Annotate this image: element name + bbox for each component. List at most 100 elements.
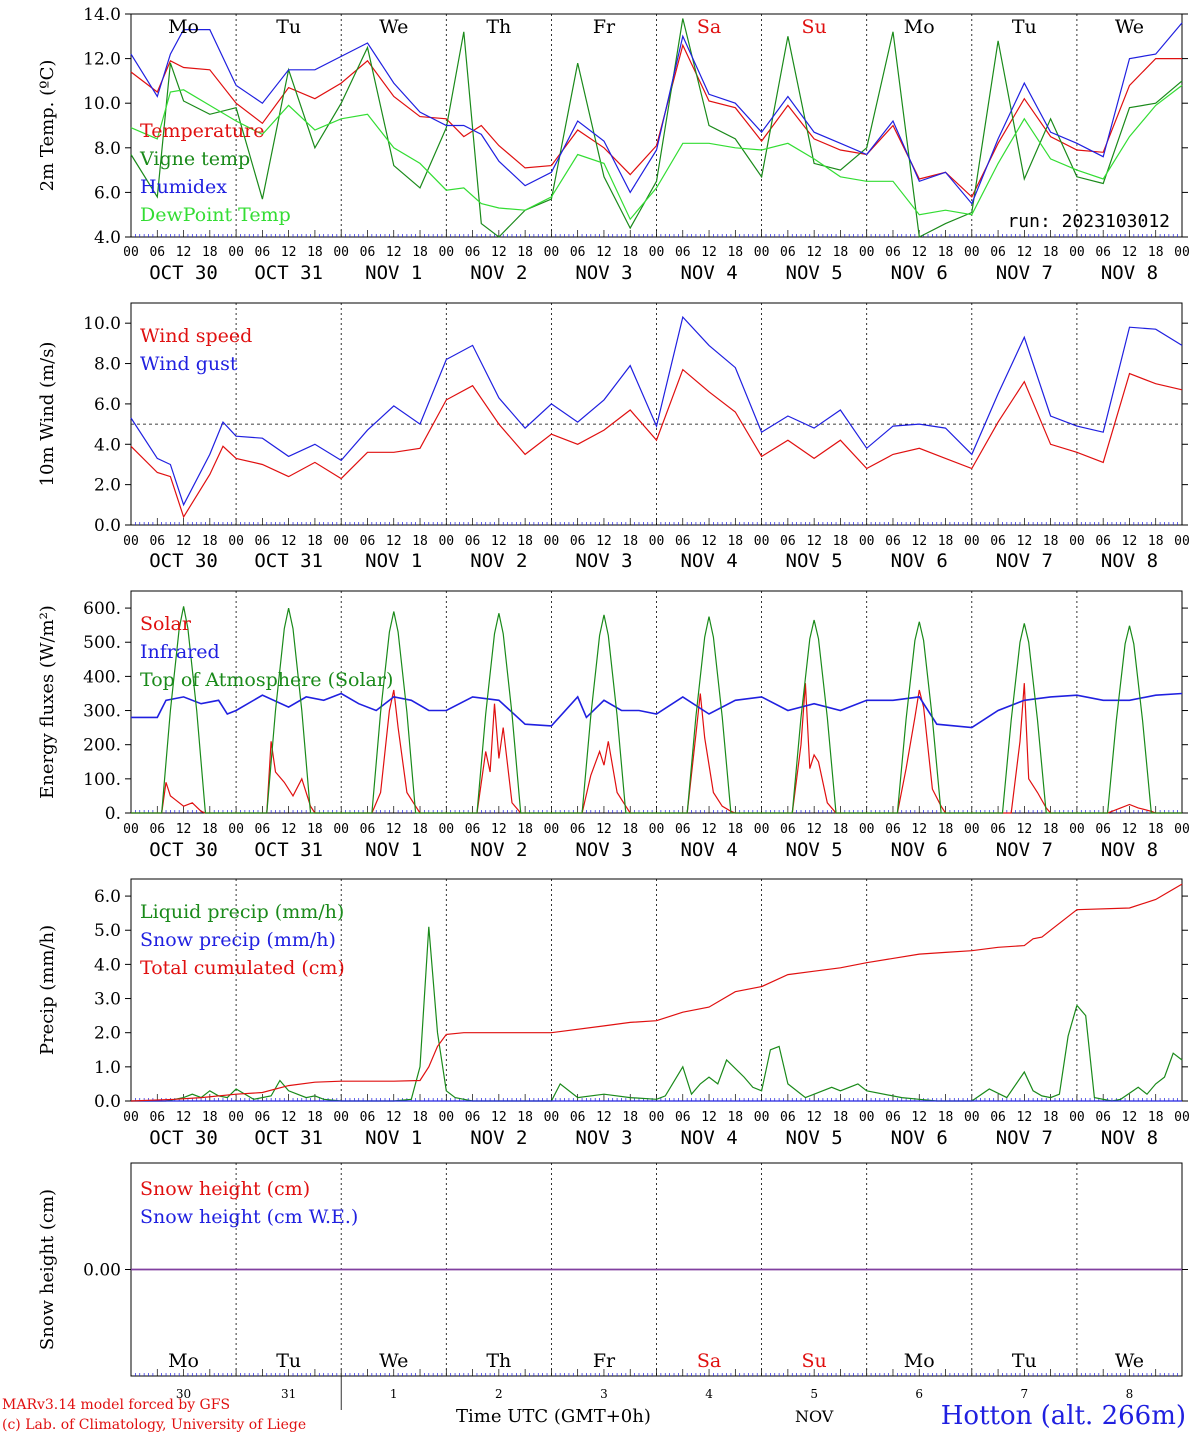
hour-tick-label: 00 — [1174, 1110, 1190, 1125]
y-tick-label: 14.0 — [83, 5, 121, 25]
hour-tick-label: 06 — [255, 1110, 271, 1125]
hour-tick-label: 18 — [938, 245, 954, 260]
hour-tick-label: 18 — [1148, 822, 1164, 837]
hour-tick-label: 12 — [806, 534, 822, 549]
model-credit: MARv3.14 model forced by GFS — [2, 1397, 231, 1413]
hour-tick-label: 18 — [833, 245, 849, 260]
hour-tick-label: 18 — [202, 822, 218, 837]
day-number-label: 8 — [1126, 1387, 1134, 1401]
legend-entry: DewPoint Temp — [140, 204, 291, 226]
date-label: NOV 1 — [365, 839, 422, 861]
hour-tick-label: 18 — [202, 245, 218, 260]
hour-tick-label: 12 — [1017, 822, 1033, 837]
hour-tick-label: 00 — [333, 1110, 349, 1125]
date-label: NOV 8 — [1101, 262, 1158, 284]
hour-tick-label: 06 — [570, 1110, 586, 1125]
hour-tick-label: 18 — [1043, 534, 1059, 549]
weekday-label: Mo — [168, 16, 199, 38]
hour-tick-label: 18 — [412, 245, 428, 260]
y-tick-label: 4.0 — [94, 228, 121, 248]
hour-tick-label: 12 — [806, 245, 822, 260]
date-label: NOV 8 — [1101, 1127, 1158, 1149]
panel-3 — [125, 590, 1188, 814]
y-axis-label: Precip (mm/h) — [37, 925, 58, 1055]
day-number-label: 3 — [600, 1387, 608, 1401]
date-label: NOV 1 — [365, 1127, 422, 1149]
y-tick-label: 10.0 — [83, 94, 121, 114]
date-label: NOV 5 — [786, 1127, 843, 1149]
weekday-label: We — [1115, 1350, 1144, 1372]
hour-tick-label: 12 — [911, 822, 927, 837]
hour-tick-label: 06 — [675, 534, 691, 549]
hour-tick-label: 00 — [228, 534, 244, 549]
hour-tick-label: 18 — [202, 1110, 218, 1125]
hour-tick-label: 00 — [333, 534, 349, 549]
weekday-label: We — [379, 16, 408, 38]
date-label: NOV 5 — [786, 550, 843, 572]
hour-tick-label: 06 — [465, 534, 481, 549]
series-line-wind-gust — [130, 315, 1183, 507]
date-label: NOV 7 — [996, 550, 1053, 572]
hour-tick-label: 12 — [176, 245, 192, 260]
hour-tick-label: 00 — [123, 245, 139, 260]
date-label: OCT 30 — [149, 262, 218, 284]
hour-tick-label: 12 — [491, 534, 507, 549]
hour-tick-label: 00 — [1174, 822, 1190, 837]
hour-tick-label: 12 — [1122, 534, 1138, 549]
y-axis-label: 2m Temp. (ºC) — [37, 60, 58, 192]
hour-tick-label: 12 — [386, 245, 402, 260]
date-label: NOV 4 — [680, 262, 737, 284]
weekday-label: Th — [486, 1350, 511, 1372]
legend-entry: Infrared — [140, 641, 220, 663]
hour-tick-label: 18 — [622, 534, 638, 549]
hour-tick-label: 00 — [964, 1110, 980, 1125]
hour-tick-label: 06 — [255, 534, 271, 549]
legend-entry: Snow precip (mm/h) — [140, 929, 336, 951]
day-number-label: 7 — [1021, 1387, 1029, 1401]
hour-tick-label: 00 — [964, 822, 980, 837]
hour-tick-label: 18 — [833, 822, 849, 837]
hour-tick-label: 12 — [806, 822, 822, 837]
hour-tick-label: 12 — [911, 245, 927, 260]
series-line-dewpoint-temp — [130, 84, 1183, 221]
legend-entry: Liquid precip (mm/h) — [140, 901, 344, 923]
series-line-liquid-precip-mm-h — [131, 926, 1183, 1102]
hour-tick-label: 00 — [1069, 534, 1085, 549]
y-tick-label: 5.0 — [94, 921, 121, 941]
hour-tick-label: 00 — [754, 822, 770, 837]
hour-tick-label: 12 — [701, 822, 717, 837]
date-label: NOV 5 — [786, 839, 843, 861]
hour-tick-label: 06 — [990, 534, 1006, 549]
hour-tick-label: 00 — [228, 245, 244, 260]
y-tick-label: 10.0 — [83, 314, 121, 334]
hour-tick-label: 12 — [596, 534, 612, 549]
hour-tick-label: 00 — [649, 534, 665, 549]
hour-tick-label: 18 — [622, 1110, 638, 1125]
hour-tick-label: 06 — [780, 534, 796, 549]
hour-tick-label: 18 — [833, 1110, 849, 1125]
hour-tick-label: 12 — [281, 1110, 297, 1125]
y-tick-label: 4.0 — [94, 435, 121, 455]
hour-tick-label: 06 — [1095, 245, 1111, 260]
date-label: OCT 30 — [149, 1127, 218, 1149]
hour-tick-label: 06 — [780, 822, 796, 837]
y-tick-label: 300. — [83, 702, 121, 722]
series-line-infrared — [131, 692, 1183, 729]
date-label: OCT 31 — [254, 550, 323, 572]
hour-tick-label: 18 — [1148, 1110, 1164, 1125]
legend-entry: Snow height (cm) — [140, 1178, 310, 1200]
hour-tick-label: 12 — [1122, 822, 1138, 837]
date-label: NOV 2 — [470, 262, 527, 284]
day-number-label: 4 — [705, 1387, 713, 1401]
hour-tick-label: 00 — [859, 534, 875, 549]
hour-tick-label: 00 — [1069, 1110, 1085, 1125]
panel-4 — [125, 878, 1188, 1102]
y-tick-label: 12.0 — [83, 50, 121, 70]
hour-tick-label: 00 — [438, 245, 454, 260]
date-label: NOV 1 — [365, 262, 422, 284]
hour-tick-label: 00 — [544, 245, 560, 260]
hour-tick-label: 06 — [360, 1110, 376, 1125]
hour-tick-label: 00 — [754, 1110, 770, 1125]
hour-tick-label: 06 — [465, 1110, 481, 1125]
